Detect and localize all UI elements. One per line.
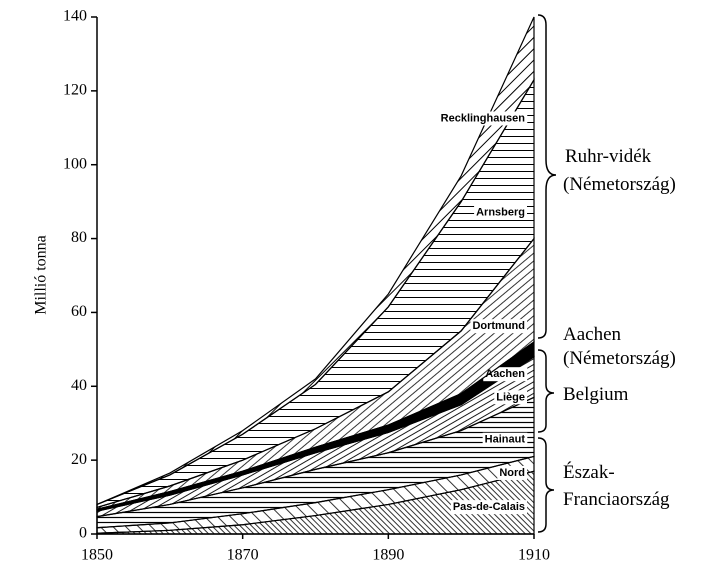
y-tick-label: 60 [71,303,87,320]
x-tick-label: 1850 [81,547,113,564]
group-label: Ruhr-vidék [565,146,652,167]
y-axis-label: Millió tonna [33,235,50,315]
series-label: Recklinghausen [441,112,526,124]
y-tick-label: 20 [71,451,87,468]
x-tick-label: 1890 [372,547,404,564]
y-tick-label: 80 [71,229,87,246]
series-label: Dortmund [472,320,525,332]
x-tick-label: 1910 [518,547,550,564]
label-bg [482,432,528,447]
group-label: Észak- [563,461,615,483]
y-tick-label: 100 [63,155,87,172]
label-bg [450,500,527,515]
group-label: Belgium [563,384,629,405]
group-label: (Németország) [563,348,676,369]
group-label: Aachen [563,324,622,345]
x-tick-label: 1870 [227,547,259,564]
y-tick-label: 40 [71,377,87,394]
braces [537,14,557,533]
label-bg [438,111,528,126]
area [96,16,535,506]
label-bg [474,205,527,220]
series-label: Aachen [485,368,525,380]
label-bg [494,390,527,405]
series-label: Liège [496,391,525,403]
label-bg [497,465,527,480]
y-tick-label: 140 [63,8,87,25]
series-label: Arnsberg [476,207,525,219]
label-bg [470,319,527,334]
series-label: Pas-de-Calais [453,501,525,513]
group-label: Franciaország [563,489,670,510]
y-tick-label: 120 [63,82,87,99]
group-label: (Németország) [563,174,676,195]
y-tick-label: 0 [79,525,87,542]
series-label: Hainaut [485,434,526,446]
series-label: Nord [499,467,525,479]
